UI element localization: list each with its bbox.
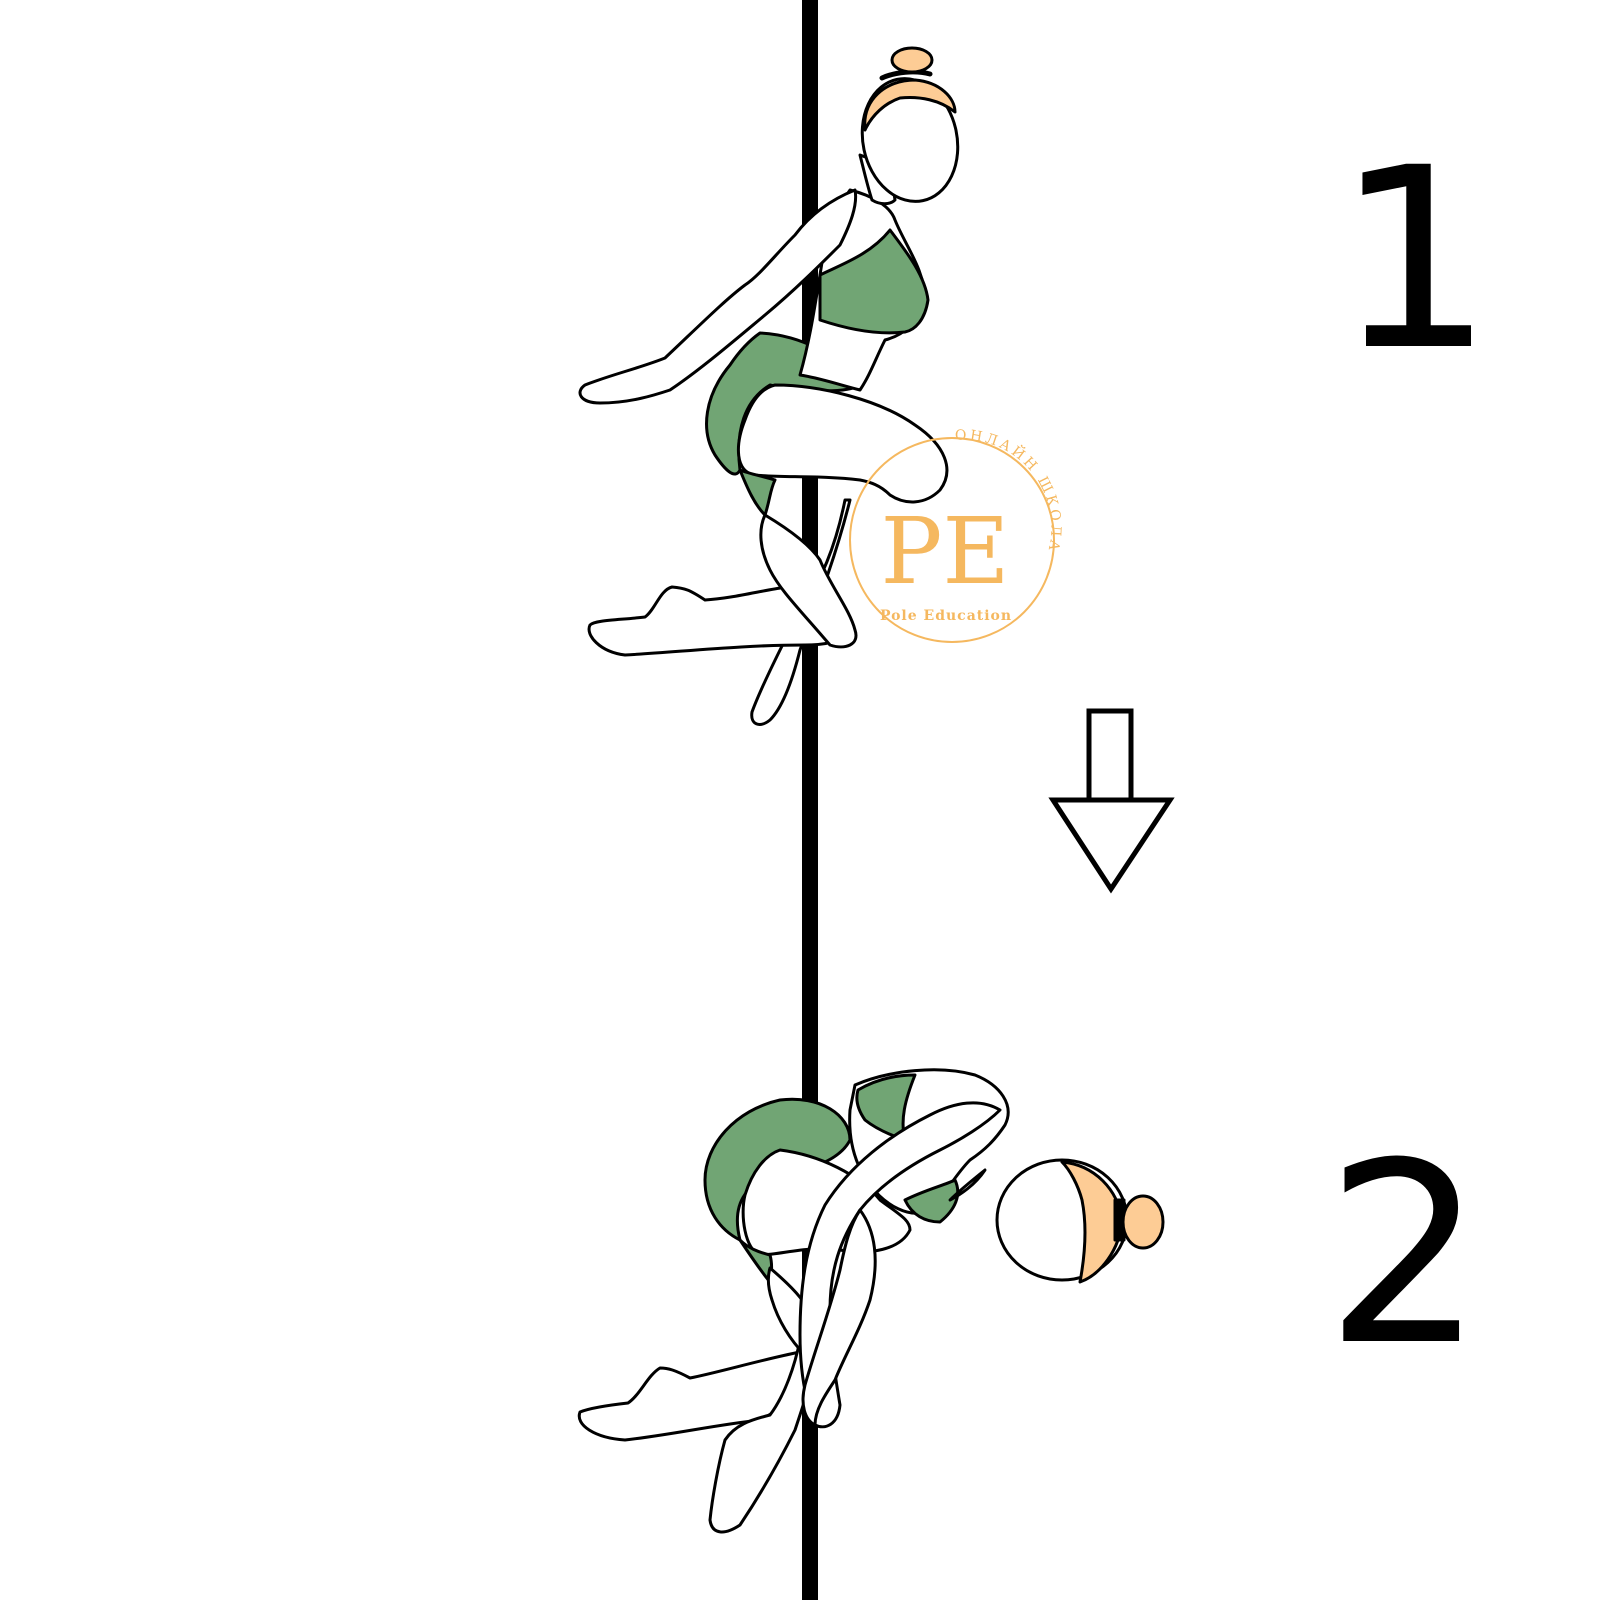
figure-1-arm xyxy=(578,188,858,405)
figure-1-hair-bun xyxy=(890,46,934,74)
figure-2-top-lower xyxy=(903,1178,960,1224)
figure-step-2 xyxy=(577,1068,1165,1534)
figure-2-arm xyxy=(798,1101,1002,1429)
step-number-2: 2 xyxy=(1325,1109,1485,1400)
figure-step-1 xyxy=(578,46,960,726)
figure-1-top xyxy=(818,228,930,335)
figure-2-hand xyxy=(948,1168,987,1202)
figure-1-under-leg xyxy=(759,513,858,649)
watermark-monogram: PE xyxy=(880,498,1009,605)
figure-2-crossed-shin xyxy=(708,1338,822,1534)
figure-2-hair xyxy=(1060,1160,1124,1284)
figure-1-front-thigh xyxy=(736,383,949,504)
figure-1-shorts-lower xyxy=(738,468,777,517)
watermark-name: Pole Education xyxy=(880,608,1012,624)
arrow-head xyxy=(1048,797,1175,894)
arrow-down-icon xyxy=(1048,708,1175,894)
figure-1-hair xyxy=(863,78,957,132)
figure-2-hair-bun xyxy=(1121,1194,1165,1250)
figure-2-forearm xyxy=(801,1208,877,1427)
figure-1-head xyxy=(860,77,960,203)
arrow-shaft xyxy=(1086,708,1134,803)
watermark-ring xyxy=(849,437,1055,643)
step-number-1: 1 xyxy=(1335,114,1495,405)
